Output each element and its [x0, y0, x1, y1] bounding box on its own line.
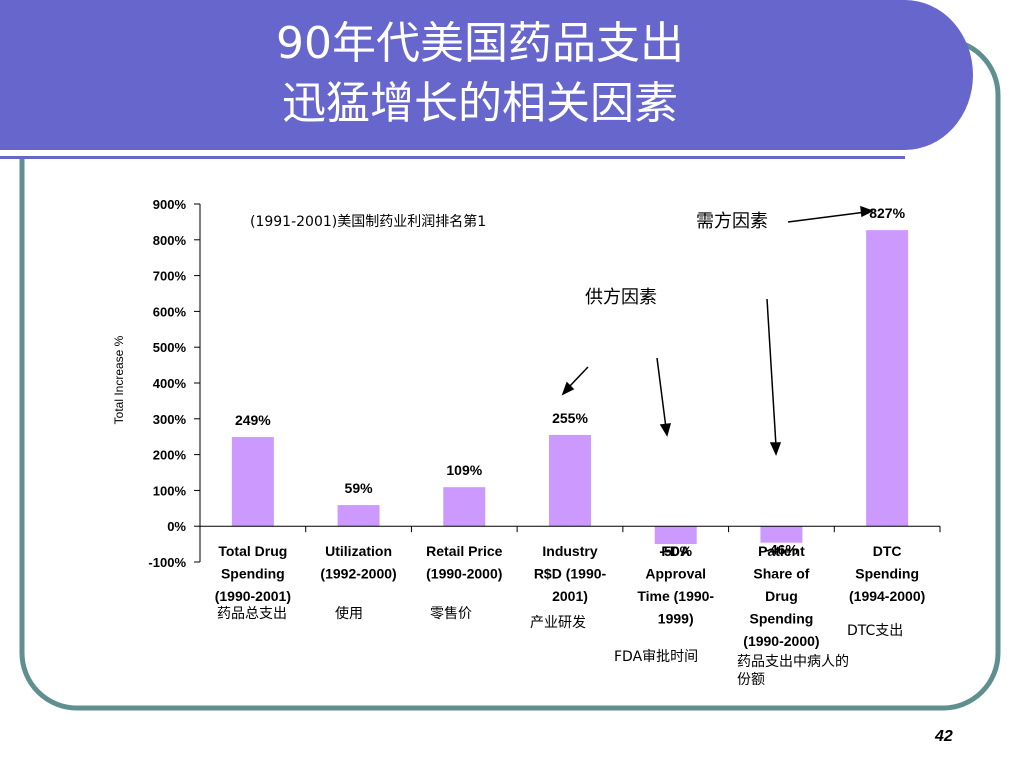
demand-factor-label: 需方因素 [696, 211, 768, 232]
y-tick-label: 800% [153, 233, 187, 248]
y-tick-label: -100% [148, 555, 186, 570]
category-label-line: Spending [855, 566, 919, 582]
bar-value-label: 255% [552, 410, 588, 426]
header-shadow-line [0, 156, 905, 159]
category-label-line: Time (1990- [637, 588, 714, 604]
category-label-line: (1990-2000) [426, 566, 502, 582]
y-axis-ticks: 900% 800% 700% 600% 500% 400% 300% 200% 100% 0% -1… [148, 197, 941, 570]
value-labels: 249% 59% 109% 255% -50% -46% 827% [235, 205, 906, 559]
y-tick-label: 100% [153, 483, 187, 498]
category-label-line: Patient [758, 543, 805, 559]
category-label: Utilization (1992-2000) [320, 543, 396, 582]
bar-value-label: 59% [345, 480, 374, 496]
bars [231, 230, 909, 545]
category-label-line: FDA [661, 543, 690, 559]
category-label: Total Drug Spending (1990-2001) [215, 543, 291, 604]
category-labels: Total Drug Spending (1990-2001) Utilization… [215, 543, 926, 649]
category-label-line: 2001) [552, 588, 588, 604]
bar [654, 526, 697, 545]
cn-label-utilization: 使用 [335, 606, 363, 622]
bar [443, 487, 486, 527]
y-tick-label: 200% [153, 448, 187, 463]
bar-value-label: 249% [235, 412, 271, 428]
category-label-line: (1990-2000) [743, 633, 819, 649]
y-axis-title: Total Increase % [112, 335, 126, 424]
category-label-line: Industry [542, 543, 597, 559]
bar-value-label: 109% [446, 462, 482, 478]
category-label: DTC Spending (1994-2000) [849, 543, 925, 604]
cn-label-total: 药品总支出 [217, 606, 287, 622]
bar [760, 526, 803, 543]
header-bar [0, 0, 973, 150]
y-tick-label: 700% [153, 269, 187, 284]
category-label-line: Retail Price [426, 543, 502, 559]
y-tick-label: 300% [153, 412, 187, 427]
bar [337, 505, 380, 527]
slide-title-line-1: 90年代美国药品支出 [276, 18, 684, 69]
bar-value-label: -50% [659, 543, 692, 559]
category-label-line: (1992-2000) [320, 566, 396, 582]
y-tick-label: 600% [153, 304, 187, 319]
bar-value-label: 827% [869, 205, 905, 221]
annotation-arrows [561, 205, 874, 456]
supply-arrowhead-fda [659, 423, 672, 437]
supply-factor-label: 供方因素 [585, 287, 657, 308]
y-tick-label: 0% [167, 519, 186, 534]
category-label-line: R$D (1990- [534, 566, 607, 582]
category-label: FDA Approval Time (1990- 1999) [637, 543, 714, 627]
category-label: Retail Price (1990-2000) [426, 543, 502, 582]
bar [549, 434, 591, 527]
category-label-line: Spending [750, 611, 814, 627]
cn-label-patient: 药品支出中病人的份额 [737, 654, 849, 688]
category-label-line: DTC [873, 543, 902, 559]
category-label-line: Spending [221, 566, 285, 582]
bar [866, 230, 909, 527]
category-label-line: (1994-2000) [849, 588, 925, 604]
y-tick-label: 400% [153, 376, 187, 391]
category-label-line: Utilization [325, 543, 392, 559]
bar-value-label: -46% [765, 542, 798, 558]
y-tick-label: 900% [153, 197, 187, 212]
profit-note: (1991-2001)美国制药业利润排名第1 [250, 214, 487, 230]
supply-arrow-patient [766, 298, 777, 447]
demand-arrowhead [860, 205, 874, 218]
supply-arrow-fda [656, 357, 667, 429]
header-underline [0, 150, 905, 156]
slide-title-line-2: 迅猛增长的相关因素 [282, 78, 678, 129]
cn-label-rd: 产业研发 [530, 615, 586, 631]
category-label-line: Drug [765, 588, 798, 604]
y-tick-label: 500% [153, 340, 187, 355]
category-label-line: Share of [753, 566, 809, 582]
cn-label-dtc: DTC支出 [847, 623, 904, 639]
supply-arrowhead-rd [561, 381, 575, 396]
page-number: 42 [935, 728, 953, 745]
category-label-line: (1990-2001) [215, 588, 291, 604]
category-label: Patient Share of Drug Spending (1990-2000) [743, 543, 819, 649]
category-label-line: Approval [645, 566, 706, 582]
bar [231, 437, 274, 527]
category-label: Industry R$D (1990- 2001) [534, 543, 607, 604]
demand-arrow [787, 211, 867, 223]
category-label-line: 1999) [658, 611, 694, 627]
cn-label-retail: 零售价 [430, 606, 472, 622]
supply-arrow-rd [567, 366, 589, 389]
supply-arrowhead-patient [769, 442, 782, 456]
cn-label-fda: FDA审批时间 [614, 649, 699, 665]
category-label-line: Total Drug [218, 543, 287, 559]
